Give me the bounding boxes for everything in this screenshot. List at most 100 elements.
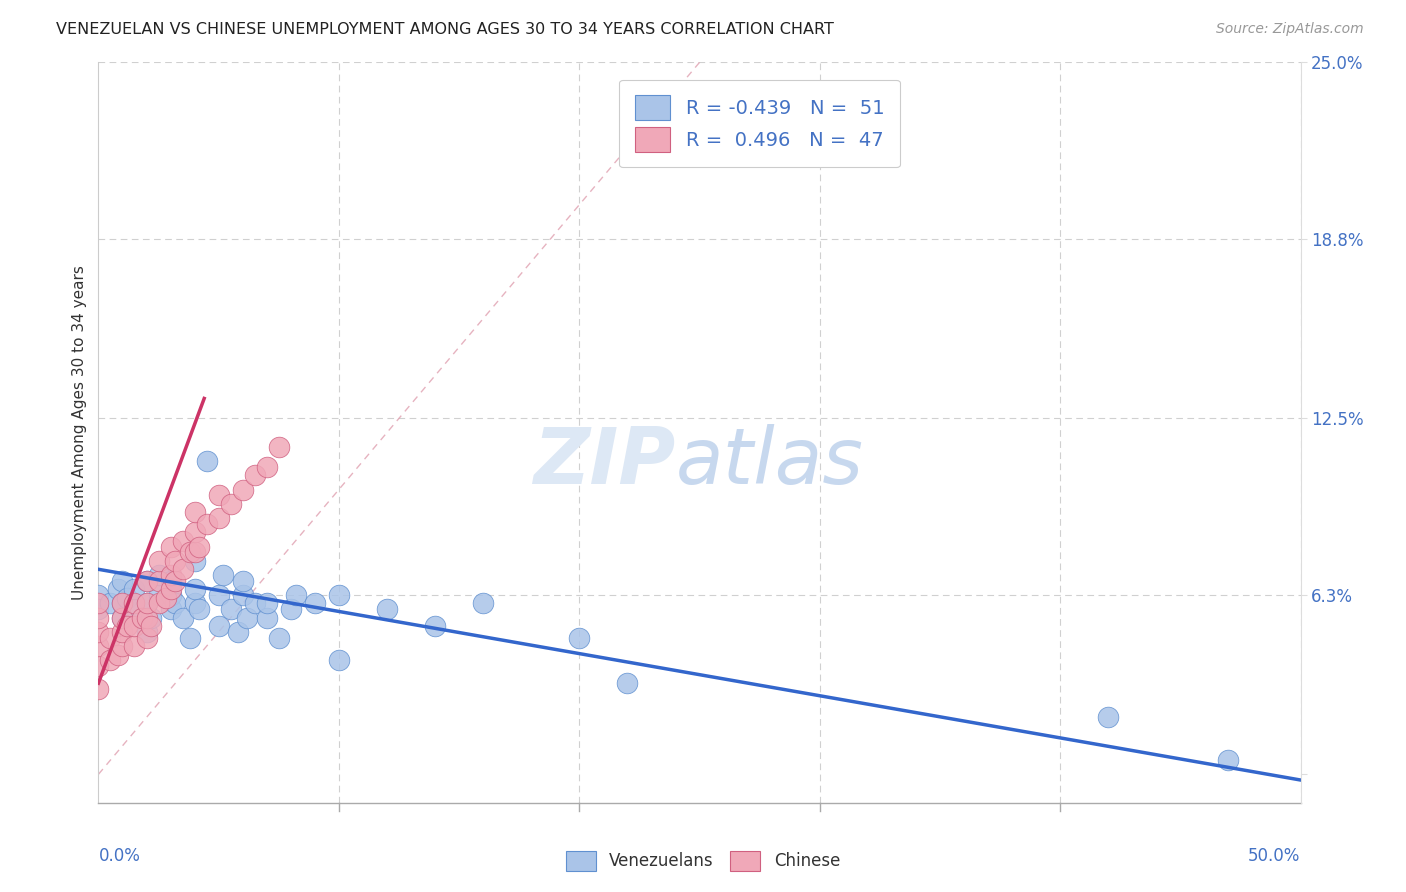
Point — [232, 588, 254, 602]
Y-axis label: Unemployment Among Ages 30 to 34 years: Unemployment Among Ages 30 to 34 years — [72, 265, 87, 600]
Point — [159, 568, 181, 582]
Point — [124, 639, 146, 653]
Point — [117, 619, 139, 633]
Point — [183, 505, 205, 519]
Point — [148, 597, 170, 611]
Point — [183, 597, 205, 611]
Point — [226, 624, 249, 639]
Point — [111, 611, 134, 625]
Point — [87, 624, 110, 639]
Point — [107, 648, 129, 662]
Point — [179, 545, 201, 559]
Point — [195, 516, 218, 531]
Point — [232, 574, 254, 588]
Point — [87, 681, 110, 696]
Point — [135, 597, 157, 611]
Point — [148, 554, 170, 568]
Point — [87, 611, 110, 625]
Point — [111, 574, 134, 588]
Point — [179, 631, 201, 645]
Point — [256, 597, 278, 611]
Point — [304, 597, 326, 611]
Point — [111, 597, 134, 611]
Point — [159, 588, 181, 602]
Point — [172, 611, 194, 625]
Point — [256, 611, 278, 625]
Text: Source: ZipAtlas.com: Source: ZipAtlas.com — [1216, 22, 1364, 37]
Legend: Venezuelans, Chinese: Venezuelans, Chinese — [558, 842, 848, 880]
Point — [124, 597, 146, 611]
Point — [124, 619, 146, 633]
Point — [100, 597, 122, 611]
Text: 50.0%: 50.0% — [1249, 847, 1301, 865]
Point — [135, 597, 157, 611]
Point — [165, 554, 187, 568]
Point — [135, 624, 157, 639]
Point — [100, 631, 122, 645]
Point — [165, 597, 187, 611]
Text: VENEZUELAN VS CHINESE UNEMPLOYMENT AMONG AGES 30 TO 34 YEARS CORRELATION CHART: VENEZUELAN VS CHINESE UNEMPLOYMENT AMONG… — [56, 22, 834, 37]
Point — [87, 602, 110, 616]
Point — [135, 631, 157, 645]
Point — [423, 619, 446, 633]
Point — [256, 459, 278, 474]
Point — [172, 533, 194, 548]
Point — [159, 574, 181, 588]
Point — [219, 602, 242, 616]
Point — [100, 653, 122, 667]
Point — [284, 588, 307, 602]
Point — [141, 619, 163, 633]
Point — [135, 611, 157, 625]
Point — [267, 440, 290, 454]
Point — [183, 525, 205, 540]
Point — [159, 582, 181, 597]
Point — [124, 582, 146, 597]
Point — [87, 588, 110, 602]
Point — [208, 511, 231, 525]
Point — [111, 624, 134, 639]
Point — [208, 588, 231, 602]
Point — [280, 602, 302, 616]
Point — [1218, 753, 1240, 767]
Point — [267, 631, 290, 645]
Point — [208, 619, 231, 633]
Point — [568, 631, 591, 645]
Point — [183, 554, 205, 568]
Point — [219, 497, 242, 511]
Point — [155, 591, 177, 605]
Point — [124, 602, 146, 616]
Point — [183, 582, 205, 597]
Point — [172, 562, 194, 576]
Point — [111, 597, 134, 611]
Point — [159, 540, 181, 554]
Point — [148, 574, 170, 588]
Point — [148, 588, 170, 602]
Point — [111, 611, 134, 625]
Point — [148, 568, 170, 582]
Point — [208, 488, 231, 502]
Point — [183, 545, 205, 559]
Text: 0.0%: 0.0% — [98, 847, 141, 865]
Point — [87, 659, 110, 673]
Point — [117, 591, 139, 605]
Point — [188, 540, 211, 554]
Point — [195, 454, 218, 468]
Legend: R = -0.439   N =  51, R =  0.496   N =  47: R = -0.439 N = 51, R = 0.496 N = 47 — [620, 79, 900, 168]
Point — [87, 597, 110, 611]
Point — [616, 676, 638, 690]
Point — [131, 611, 153, 625]
Point — [165, 574, 187, 588]
Point — [107, 582, 129, 597]
Text: atlas: atlas — [675, 425, 863, 500]
Point — [111, 639, 134, 653]
Point — [232, 483, 254, 497]
Point — [375, 602, 398, 616]
Point — [328, 653, 350, 667]
Point — [328, 588, 350, 602]
Point — [243, 597, 266, 611]
Point — [135, 574, 157, 588]
Point — [135, 574, 157, 588]
Point — [236, 611, 259, 625]
Point — [243, 468, 266, 483]
Point — [212, 568, 235, 582]
